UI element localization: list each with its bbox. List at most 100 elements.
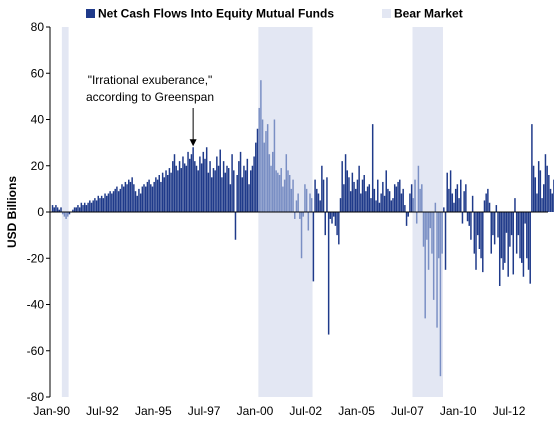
- flow-bar: [309, 193, 311, 212]
- flow-bar: [224, 172, 227, 212]
- flow-bar: [112, 191, 115, 212]
- flow-bar: [454, 188, 457, 213]
- flow-bar: [277, 172, 279, 212]
- flow-bar: [444, 212, 447, 270]
- flow-bar: [68, 212, 71, 215]
- y-tick-label: -80: [27, 390, 45, 404]
- flow-bar: [153, 181, 155, 212]
- flow-bar: [424, 212, 426, 319]
- flow-bar: [78, 207, 81, 212]
- flow-bar: [148, 179, 150, 213]
- flow-bar: [294, 212, 296, 219]
- flow-bar: [304, 184, 306, 212]
- flow-bar: [548, 175, 550, 212]
- flow-bar: [412, 198, 415, 213]
- legend: Net Cash Flows Into Equity Mutual Funds …: [86, 7, 463, 21]
- flow-bar: [217, 165, 220, 212]
- flow-bar: [285, 154, 288, 212]
- flow-bar: [373, 188, 376, 213]
- flow-bar: [216, 156, 218, 212]
- flow-bar: [307, 212, 310, 231]
- flow-bar: [72, 209, 74, 212]
- flow-bar: [234, 212, 237, 240]
- flow-bar: [144, 186, 147, 212]
- flow-bar: [107, 193, 110, 212]
- flow-bar: [255, 142, 257, 213]
- flow-bar: [172, 161, 174, 212]
- flow-bar: [85, 205, 88, 212]
- flow-bar: [182, 156, 184, 212]
- flow-bar: [221, 177, 223, 212]
- flow-bar: [519, 212, 521, 259]
- flow-bar: [522, 212, 525, 277]
- flow-bar: [353, 181, 355, 212]
- flow-bar: [260, 80, 262, 212]
- flow-bar: [551, 193, 553, 212]
- flow-bar: [58, 209, 61, 212]
- flow-bar: [80, 202, 83, 212]
- annotation-line-2: according to Greenspan: [86, 90, 214, 104]
- flow-bar: [143, 184, 145, 212]
- flow-bar: [402, 188, 404, 213]
- flow-bar: [192, 147, 194, 212]
- flow-bar: [266, 124, 269, 213]
- x-tick-label: Jul-02: [289, 404, 322, 418]
- flow-bar: [261, 119, 264, 212]
- flow-bar: [134, 191, 137, 212]
- flow-bar: [246, 158, 249, 212]
- flow-bar: [446, 172, 448, 212]
- flow-bar: [453, 202, 455, 212]
- flow-bar: [60, 207, 62, 212]
- flow-bar: [497, 212, 499, 238]
- flow-bar: [111, 193, 113, 212]
- flow-bar: [438, 212, 440, 259]
- flow-bar: [470, 212, 472, 240]
- flow-bar: [541, 198, 543, 213]
- flow-bar: [282, 186, 284, 212]
- flow-bar: [507, 212, 509, 277]
- flow-bar: [314, 179, 316, 213]
- flow-bar: [515, 212, 518, 254]
- flow-bar: [449, 170, 452, 212]
- flow-bar: [199, 156, 201, 212]
- flow-bar: [466, 212, 469, 222]
- flow-bar: [532, 165, 535, 212]
- flow-bar: [310, 198, 313, 213]
- flow-bar: [334, 212, 337, 226]
- legend-label-flows: Net Cash Flows Into Equity Mutual Funds: [98, 7, 334, 21]
- legend-swatch-bear: [382, 9, 391, 18]
- flow-bar: [356, 179, 359, 213]
- flow-bar: [178, 161, 181, 212]
- flow-bar: [200, 163, 203, 212]
- flow-bar: [409, 193, 411, 212]
- flow-bar: [377, 179, 379, 213]
- flow-bar: [480, 212, 482, 259]
- flow-bar: [122, 186, 125, 212]
- flow-bar: [529, 212, 531, 284]
- flow-bar: [227, 168, 230, 212]
- flow-bar: [368, 184, 371, 212]
- flow-bar: [380, 193, 382, 212]
- flow-bar: [104, 193, 106, 212]
- flow-bar: [399, 179, 401, 213]
- flow-bar: [400, 193, 403, 212]
- flow-bar: [253, 156, 255, 212]
- flow-bar: [300, 212, 303, 259]
- flow-bar: [53, 207, 55, 212]
- flow-bar: [161, 172, 164, 212]
- flow-bar: [358, 165, 360, 212]
- flow-bar: [346, 170, 349, 212]
- flow-bar: [546, 165, 548, 212]
- flow-bar: [270, 165, 272, 212]
- flow-bar: [488, 202, 491, 212]
- flow-bar: [129, 181, 132, 212]
- flow-bar: [92, 200, 94, 212]
- flow-bar: [476, 212, 479, 236]
- flow-bar: [292, 179, 294, 213]
- flow-bar: [141, 186, 144, 212]
- flow-bar: [163, 177, 166, 212]
- flow-bar: [326, 177, 328, 212]
- y-tick-label: 40: [31, 113, 45, 127]
- y-tick-label: -40: [27, 298, 45, 312]
- flow-bar: [432, 212, 435, 300]
